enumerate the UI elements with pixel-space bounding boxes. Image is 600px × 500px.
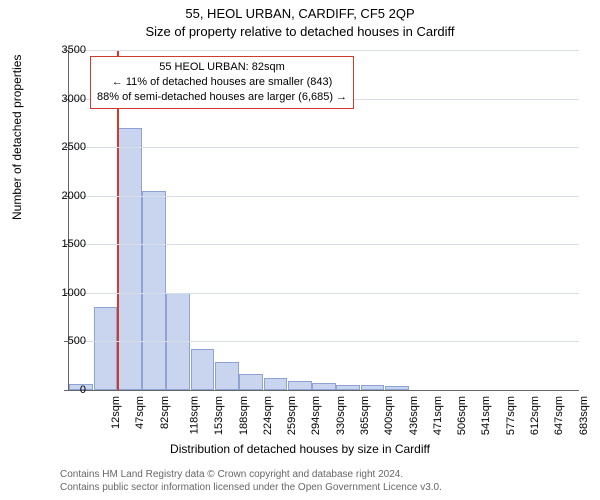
y-tick-mark (64, 147, 68, 148)
x-tick-label: 436sqm (408, 396, 420, 435)
x-tick-label: 471sqm (432, 396, 444, 435)
y-tick-label: 3000 (36, 93, 86, 105)
histogram-bar (239, 374, 263, 391)
y-tick-label: 3500 (36, 44, 86, 56)
y-tick-label: 1000 (36, 287, 86, 299)
y-tick-mark (64, 50, 68, 51)
x-axis-label: Distribution of detached houses by size … (0, 442, 600, 456)
x-tick-label: 153sqm (213, 396, 225, 435)
histogram-bar (361, 385, 385, 390)
y-tick-mark (64, 244, 68, 245)
x-tick-label: 541sqm (481, 396, 493, 435)
y-tick-label: 1500 (36, 238, 86, 250)
info-line-2: ← 11% of detached houses are smaller (84… (97, 75, 347, 90)
info-line-3: 88% of semi-detached houses are larger (… (97, 90, 347, 105)
gridline (69, 244, 579, 245)
y-tick-mark (64, 99, 68, 100)
page-title-line2: Size of property relative to detached ho… (0, 24, 600, 39)
y-axis-label: Number of detached properties (10, 55, 24, 220)
y-tick-mark (64, 196, 68, 197)
y-tick-mark (64, 293, 68, 294)
x-tick-label: 188sqm (238, 396, 250, 435)
x-tick-label: 647sqm (553, 396, 565, 435)
histogram-bar (191, 349, 215, 390)
y-tick-label: 2500 (36, 141, 86, 153)
x-tick-label: 259sqm (286, 396, 298, 435)
x-tick-label: 82sqm (159, 396, 171, 429)
x-tick-label: 330sqm (335, 396, 347, 435)
x-tick-label: 612sqm (529, 396, 541, 435)
x-tick-label: 400sqm (383, 396, 395, 435)
y-tick-mark (64, 390, 68, 391)
y-tick-label: 500 (36, 335, 86, 347)
x-tick-label: 683sqm (578, 396, 590, 435)
histogram-bar (118, 128, 142, 390)
y-tick-label: 0 (36, 384, 86, 396)
histogram-bar (336, 385, 360, 390)
x-tick-label: 118sqm (188, 396, 200, 434)
page-title-line1: 55, HEOL URBAN, CARDIFF, CF5 2QP (0, 6, 600, 21)
x-tick-label: 365sqm (359, 396, 371, 435)
x-tick-label: 294sqm (311, 396, 323, 435)
x-tick-label: 577sqm (505, 396, 517, 435)
histogram-bar (142, 191, 166, 390)
histogram-bar (288, 381, 312, 390)
footer-line-1: Contains HM Land Registry data © Crown c… (60, 468, 442, 481)
gridline (69, 341, 579, 342)
x-tick-label: 47sqm (134, 396, 146, 429)
info-line-1: 55 HEOL URBAN: 82sqm (97, 60, 347, 75)
y-tick-mark (64, 341, 68, 342)
histogram-bar (385, 386, 409, 390)
x-tick-label: 12sqm (110, 396, 122, 429)
x-tick-label: 506sqm (456, 396, 468, 435)
gridline (69, 147, 579, 148)
info-box: 55 HEOL URBAN: 82sqm ← 11% of detached h… (90, 56, 354, 109)
gridline (69, 293, 579, 294)
footer-line-2: Contains public sector information licen… (60, 481, 442, 494)
footer-attribution: Contains HM Land Registry data © Crown c… (60, 468, 442, 494)
histogram-bar (312, 383, 336, 390)
histogram-bar (215, 362, 239, 390)
gridline (69, 50, 579, 51)
histogram-bar (264, 378, 288, 390)
y-tick-label: 2000 (36, 190, 86, 202)
histogram-bar (94, 307, 118, 390)
x-tick-label: 224sqm (262, 396, 274, 435)
gridline (69, 196, 579, 197)
